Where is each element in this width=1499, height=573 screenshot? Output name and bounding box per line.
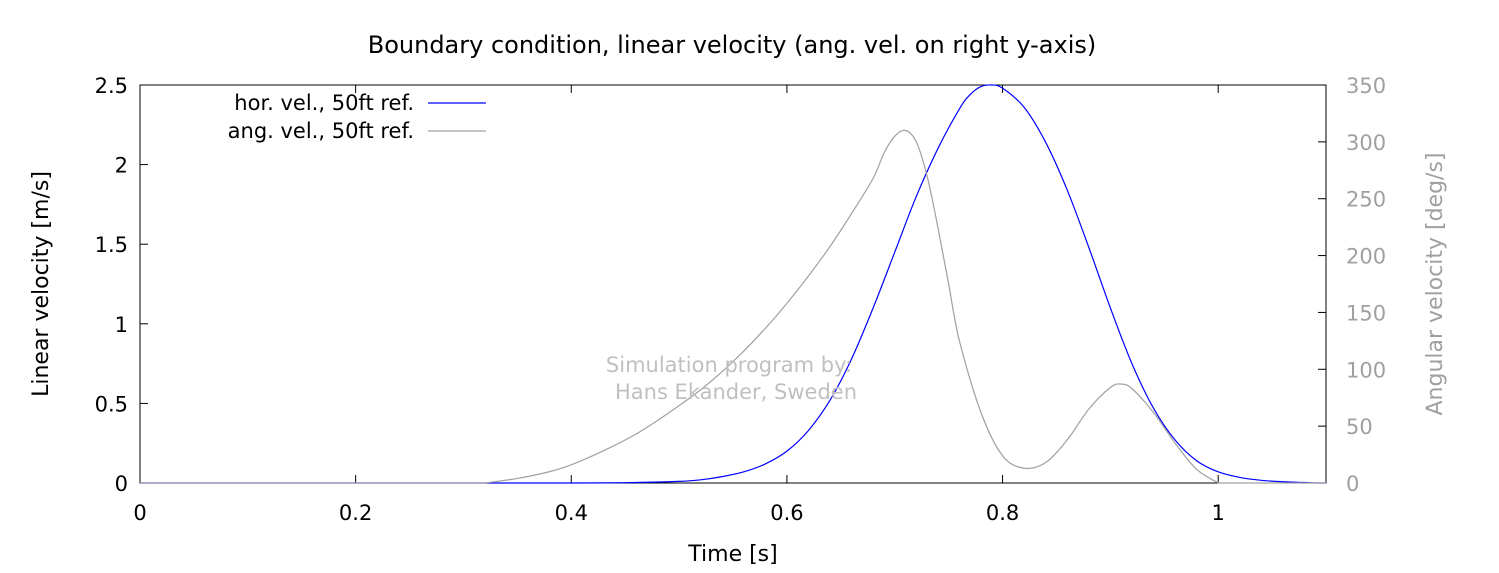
x-tick-label: 0.8: [986, 501, 1019, 525]
watermark-annotation: Simulation program by: Hans Ekander, Swe…: [606, 353, 857, 404]
x-axis-ticks: 0 0.2 0.4 0.6 0.8 1: [133, 85, 1225, 525]
y-tick-label: 2: [115, 154, 128, 178]
y2-tick-label: 50: [1346, 415, 1373, 439]
y-tick-label: 2.5: [95, 74, 128, 98]
y2-tick-label: 300: [1346, 131, 1386, 155]
x-axis-label: Time [s]: [687, 542, 777, 567]
y2-axis-label: Angular velocity [deg/s]: [1423, 152, 1448, 415]
y2-tick-label: 150: [1346, 301, 1386, 325]
legend-label-ang-vel: ang. vel., 50ft ref.: [228, 119, 414, 143]
y-axis-label: Linear velocity [m/s]: [29, 171, 54, 397]
watermark-line-1: Simulation program by:: [606, 353, 852, 377]
legend-label-hor-vel: hor. vel., 50ft ref.: [234, 91, 414, 115]
x-tick-label: 0.4: [555, 501, 588, 525]
y-axis-ticks: 0 0.5 1 1.5 2 2.5: [95, 74, 148, 496]
y-tick-label: 1.5: [95, 233, 128, 257]
y2-axis-ticks: 0 50 100 150 200 250 300 350: [1318, 74, 1386, 496]
legend: hor. vel., 50ft ref. ang. vel., 50ft ref…: [228, 91, 486, 143]
y-tick-label: 1: [115, 313, 128, 337]
y2-tick-label: 350: [1346, 74, 1386, 98]
y-tick-label: 0: [115, 472, 128, 496]
y2-tick-label: 0: [1346, 472, 1359, 496]
plot-area: 0 0.2 0.4 0.6 0.8 1 0 0.5 1 1.5 2 2.5 0 50 100 150 200…: [95, 74, 1387, 525]
series-layer: [140, 84, 1326, 484]
y2-tick-label: 100: [1346, 358, 1386, 382]
watermark-line-2: Hans Ekander, Sweden: [615, 380, 857, 404]
x-tick-label: 1: [1211, 501, 1224, 525]
series-line-hor-vel: [140, 84, 1326, 484]
series-line-ang-vel: [140, 129, 1326, 484]
y-tick-label: 0.5: [95, 392, 128, 416]
chart-title: Boundary condition, linear velocity (ang…: [368, 31, 1096, 59]
x-tick-label: 0: [133, 501, 146, 525]
y2-tick-label: 250: [1346, 188, 1386, 212]
y2-tick-label: 200: [1346, 245, 1386, 269]
x-tick-label: 0.2: [339, 501, 372, 525]
x-tick-label: 0.6: [770, 501, 803, 525]
plot-frame: [139, 84, 1327, 484]
